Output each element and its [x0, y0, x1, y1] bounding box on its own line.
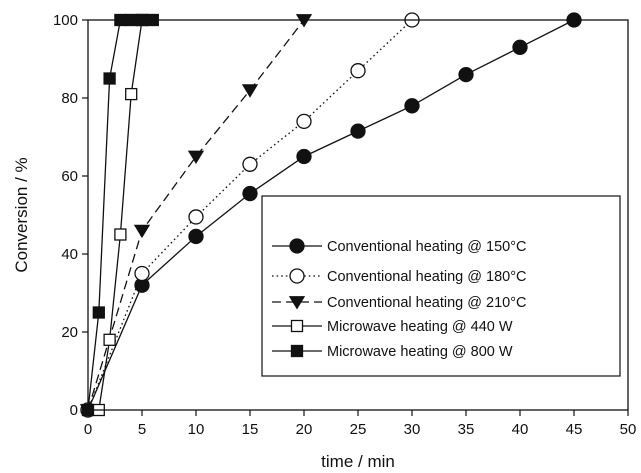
legend-label: Conventional heating @ 180°C — [327, 269, 526, 285]
series-line — [87, 19, 575, 411]
data-point — [404, 98, 420, 114]
legend-label: Conventional heating @ 150°C — [327, 239, 526, 255]
legend-label: Microwave heating @ 800 W — [327, 344, 513, 360]
data-point — [134, 265, 150, 282]
y-tick-label: 80 — [61, 90, 78, 107]
legend-entry: Microwave heating @ 800 W — [272, 344, 513, 360]
data-point — [512, 39, 528, 55]
x-tick-label: 35 — [458, 421, 475, 438]
data-point — [296, 113, 312, 130]
series-line — [87, 19, 305, 411]
legend: Conventional heating @ 150°C Conventional… — [261, 195, 621, 377]
data-point — [296, 148, 312, 165]
plot-frame — [87, 19, 629, 411]
x-axis-label: time / min — [321, 452, 395, 471]
data-point — [103, 72, 116, 85]
series-2 — [80, 12, 420, 418]
data-point — [188, 209, 204, 225]
x-tick-label: 50 — [620, 421, 637, 438]
data-point — [114, 228, 127, 241]
y-tick-label: 60 — [61, 168, 78, 185]
x-tick-label: 5 — [138, 421, 146, 438]
data-point — [188, 228, 204, 245]
legend-box — [261, 195, 621, 377]
data-point — [92, 306, 105, 319]
data-point — [125, 87, 138, 101]
data-point — [458, 66, 474, 83]
data-point — [242, 185, 258, 202]
legend-marker — [290, 344, 304, 358]
series-5 — [81, 13, 159, 417]
series-4 — [92, 13, 149, 417]
data-point — [242, 156, 258, 172]
x-tick-label: 45 — [566, 421, 583, 438]
legend-label: Microwave heating @ 440 W — [327, 319, 513, 335]
x-tick-label: 40 — [512, 421, 529, 438]
legend-marker — [290, 319, 304, 333]
data-point — [133, 224, 151, 239]
y-axis-label: Conversion / % — [12, 157, 31, 272]
legend-entry: Conventional heating @ 180°C — [272, 268, 526, 285]
x-tick-label: 15 — [242, 421, 259, 438]
x-tick-label: 0 — [84, 421, 92, 438]
data-point — [241, 84, 259, 98]
series-1 — [80, 12, 582, 418]
legend-entry: Microwave heating @ 440 W — [272, 319, 513, 335]
y-tick-label: 0 — [70, 402, 78, 419]
data-point — [187, 150, 205, 165]
y-tick-label: 20 — [61, 324, 78, 341]
y-tick-label: 100 — [53, 12, 78, 29]
series-line — [87, 19, 153, 411]
legend-entry: Conventional heating @ 150°C — [272, 238, 526, 255]
y-tick-label: 40 — [61, 246, 78, 263]
x-tick-label: 25 — [350, 421, 367, 438]
legend-marker — [289, 268, 305, 284]
x-tick-label: 10 — [188, 421, 205, 438]
legend-label: Conventional heating @ 210°C — [327, 295, 526, 311]
legend-entry: Conventional heating @ 210°C — [272, 295, 526, 311]
x-tick-label: 30 — [404, 421, 421, 438]
data-point — [350, 63, 366, 79]
data-point — [103, 333, 116, 346]
axis-ticks: 0 5 10 15 20 25 30 35 40 45 50 0 20 40 60 80 100 — [53, 12, 636, 438]
data-point — [350, 123, 366, 139]
legend-marker — [289, 238, 305, 254]
x-tick-label: 20 — [296, 421, 313, 438]
legend-marker — [288, 296, 306, 310]
